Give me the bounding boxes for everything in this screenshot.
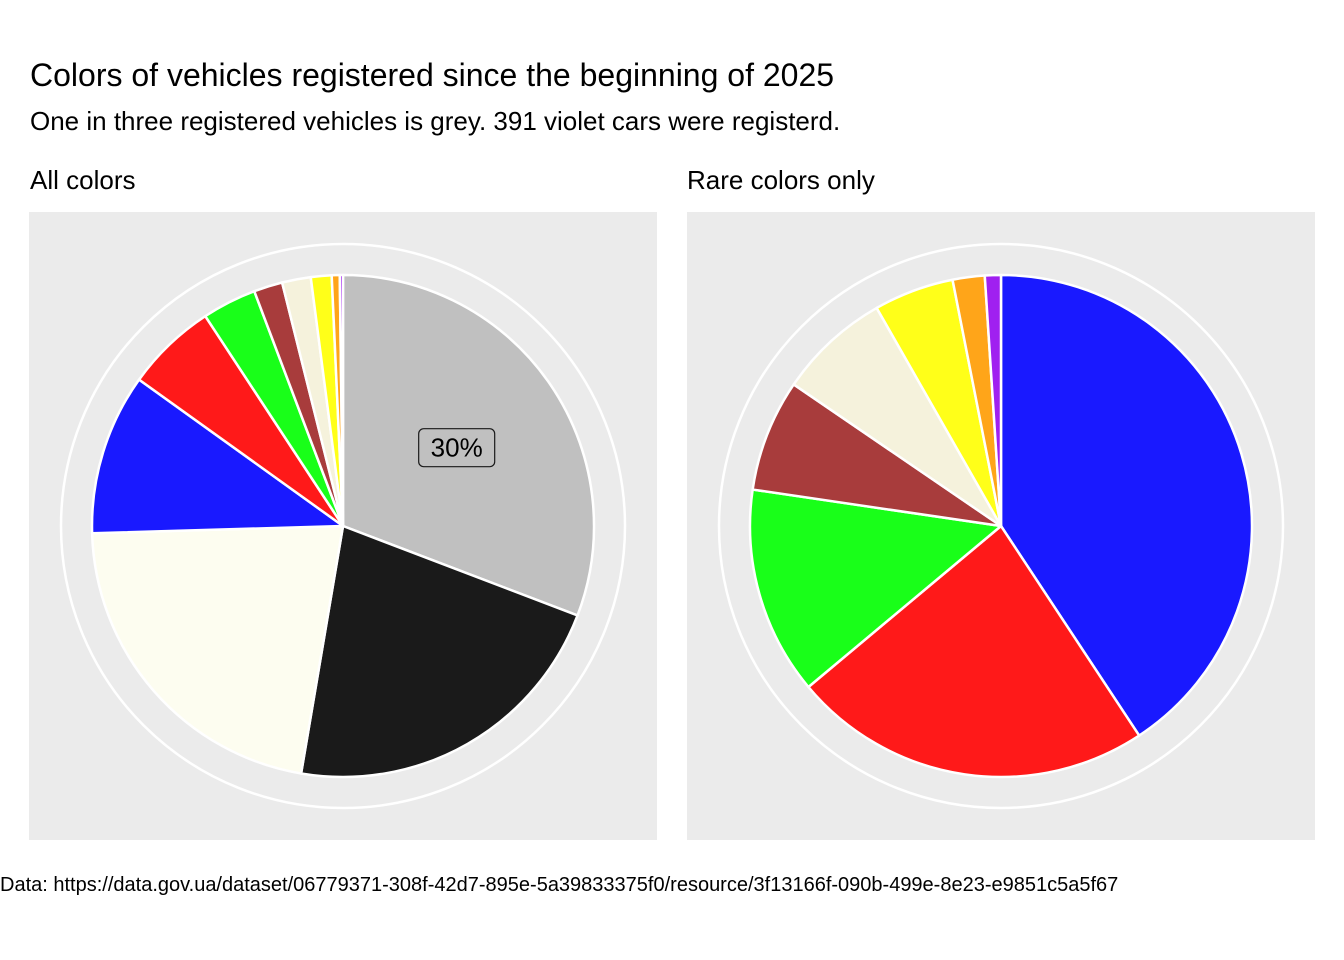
pie-slice [90,378,345,535]
pie-slice [792,306,1003,528]
data-source-caption: Data: https://data.gov.ua/dataset/067793… [0,874,1119,896]
pie-slice [751,383,1003,528]
pie-slice [338,273,345,528]
chart-subtitle: One in three registered vehicles is grey… [30,106,841,136]
chart-title: Colors of vehicles registered since the … [30,57,835,93]
pie-panel-all-colors: 30% [29,212,657,840]
slice-percent-label: 30% [418,428,496,468]
label-text: 30% [431,433,483,463]
outer-ring [717,242,1285,810]
pie-chart-all-colors: 30% [59,242,627,810]
pie-chart-rare-colors [717,242,1285,810]
pie-slice [90,524,345,775]
panel-title-rare-colors: Rare colors only [687,165,875,195]
pie-panel-rare-colors [687,212,1315,840]
outer-ring [59,242,627,810]
label-box [418,428,496,468]
panel-title-all-colors: All colors [30,165,136,195]
pie-slice [807,524,1141,779]
pie-slice [299,524,579,779]
pie-slice [748,488,1003,689]
pie-slice [983,273,1003,528]
